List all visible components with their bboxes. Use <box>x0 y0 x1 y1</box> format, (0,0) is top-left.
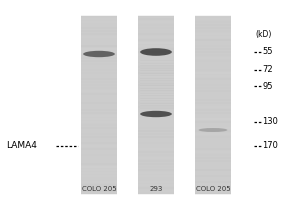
Ellipse shape <box>83 51 115 57</box>
Text: COLO 205: COLO 205 <box>196 186 230 192</box>
Bar <box>138 16 174 194</box>
Text: 72: 72 <box>262 66 273 74</box>
Ellipse shape <box>140 48 172 56</box>
Text: 55: 55 <box>262 47 273 56</box>
Ellipse shape <box>199 128 227 132</box>
Bar <box>81 16 117 194</box>
Text: 170: 170 <box>262 142 278 150</box>
Ellipse shape <box>140 111 172 117</box>
Text: 130: 130 <box>262 117 278 127</box>
Text: 293: 293 <box>149 186 163 192</box>
Text: COLO 205: COLO 205 <box>82 186 116 192</box>
Text: 95: 95 <box>262 82 273 90</box>
Text: LAMA4: LAMA4 <box>6 142 37 150</box>
Bar <box>195 16 231 194</box>
Text: (kD): (kD) <box>255 29 272 38</box>
